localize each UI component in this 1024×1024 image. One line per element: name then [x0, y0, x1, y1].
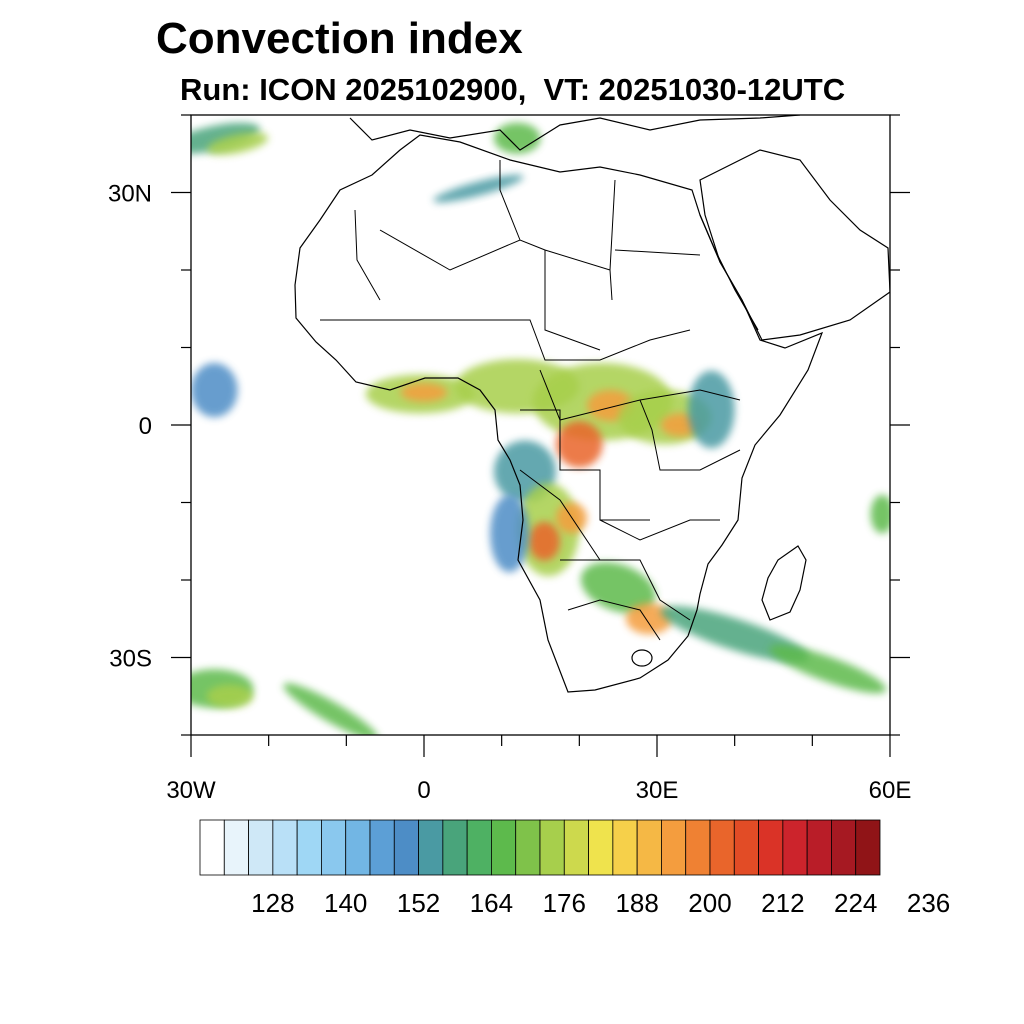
lesotho-outline	[631, 649, 653, 667]
colorbar-label: 128	[251, 888, 294, 918]
convection-cell-26	[283, 683, 379, 735]
y-tick-label: 30N	[108, 181, 152, 208]
colorbar-swatch-7	[369, 819, 395, 876]
colorbar-swatch-11	[466, 819, 492, 876]
madagascar-coastline	[761, 545, 807, 621]
colorbar-label: 164	[470, 888, 513, 918]
colorbar-swatch-21	[709, 819, 735, 876]
axis-ticks	[171, 114, 910, 757]
axis-tick-labels: 30W 0 30E 60E 30N 0 30S	[108, 181, 911, 805]
colorbar-swatch-1	[223, 819, 249, 876]
convection-cell-9	[556, 421, 603, 468]
colorbar-swatch-19	[661, 819, 687, 876]
colorbar-swatch-14	[539, 819, 565, 876]
convection-cell-16	[528, 521, 560, 561]
colorbar-label: 200	[688, 888, 731, 918]
colorbar-swatch-18	[636, 819, 662, 876]
colorbar-swatch-24	[782, 819, 808, 876]
colorbar-swatch-26	[831, 819, 857, 876]
colorbar-label: 224	[834, 888, 877, 918]
convection-cell-2	[433, 174, 524, 203]
convection-cell-25	[206, 684, 254, 708]
colorbar-label: 188	[615, 888, 658, 918]
colorbar-swatch-9	[418, 819, 444, 876]
colorbar-swatch-3	[272, 819, 298, 876]
colorbar-swatch-22	[733, 819, 759, 876]
colorbar-swatch-17	[612, 819, 638, 876]
colorbar-label: 152	[397, 888, 440, 918]
colorbar-swatch-6	[345, 819, 371, 876]
x-tick-label: 30E	[636, 777, 679, 804]
colorbar-swatch-12	[491, 819, 517, 876]
colorbar-swatch-16	[588, 819, 614, 876]
africa-coastline	[294, 134, 824, 693]
colorbar-label: 140	[324, 888, 367, 918]
colorbar-label: 236	[907, 888, 950, 918]
colorbar: 128 140 152 164 176 188 200 212 224 236	[199, 819, 950, 918]
colorbar-swatch-10	[442, 819, 468, 876]
colorbar-label: 212	[761, 888, 804, 918]
convection-cell-6	[400, 383, 448, 402]
europe-coastline	[349, 115, 801, 151]
y-tick-label: 0	[139, 413, 152, 440]
plot-subtitle: Run: ICON 2025102900, VT: 20251030-12UTC	[180, 72, 846, 107]
coastlines-and-borders	[294, 115, 890, 693]
colorbar-swatch-27	[855, 819, 881, 876]
map-background	[191, 115, 890, 735]
convection-cell-1	[207, 132, 269, 155]
colorbar-swatch-13	[515, 819, 541, 876]
x-tick-label: 30W	[166, 777, 216, 804]
colorbar-swatch-4	[296, 819, 322, 876]
convection-cell-13	[688, 370, 735, 449]
convection-cell-3	[493, 122, 541, 154]
convection-cell-18	[490, 494, 529, 573]
country-borders	[320, 160, 741, 641]
colorbar-swatch-8	[393, 819, 419, 876]
colorbar-swatch-5	[321, 819, 347, 876]
y-tick-label: 30S	[109, 646, 152, 673]
convection-cell-22	[769, 644, 887, 694]
colorbar-swatch-23	[758, 819, 784, 876]
convection-cell-4	[191, 363, 238, 418]
x-tick-label: 0	[417, 777, 430, 804]
red-sea-coast	[699, 214, 759, 331]
colorbar-label: 176	[543, 888, 586, 918]
colorbar-swatch-20	[685, 819, 711, 876]
plot-title: Convection index	[156, 14, 523, 63]
x-tick-label: 60E	[869, 777, 912, 804]
colorbar-swatch-15	[563, 819, 589, 876]
colorbar-swatch-25	[806, 819, 832, 876]
convection-cell-23	[870, 494, 890, 534]
colorbar-swatch-0	[199, 819, 225, 876]
colorbar-swatch-2	[248, 819, 274, 876]
